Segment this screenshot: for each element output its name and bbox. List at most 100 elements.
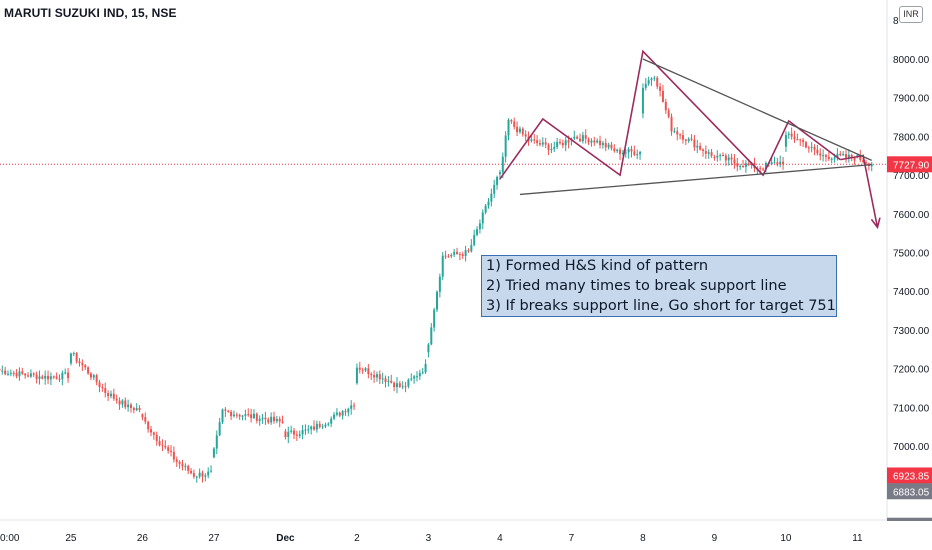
candle-body[interactable] <box>601 142 604 146</box>
candle-body[interactable] <box>701 149 704 152</box>
candle-body[interactable] <box>461 254 464 257</box>
candle-body[interactable] <box>310 426 313 430</box>
candle-body[interactable] <box>112 393 115 399</box>
candle-body[interactable] <box>272 416 275 422</box>
candle-body[interactable] <box>707 152 710 154</box>
candle-body[interactable] <box>350 405 353 409</box>
candle-body[interactable] <box>501 156 504 173</box>
candle-body[interactable] <box>764 162 767 170</box>
candle-body[interactable] <box>284 431 287 438</box>
candle-body[interactable] <box>813 146 816 150</box>
candle-body[interactable] <box>736 163 739 167</box>
candle-body[interactable] <box>195 476 198 478</box>
candle-body[interactable] <box>410 378 413 380</box>
candle-body[interactable] <box>504 135 507 157</box>
candle-body[interactable] <box>232 414 235 417</box>
candle-body[interactable] <box>170 450 173 452</box>
candle-body[interactable] <box>587 138 590 143</box>
candle-body[interactable] <box>84 365 87 368</box>
candle-body[interactable] <box>35 374 38 380</box>
candle-body[interactable] <box>115 398 118 401</box>
candle-body[interactable] <box>190 470 193 474</box>
candle-body[interactable] <box>719 154 722 156</box>
candle-body[interactable] <box>267 419 270 423</box>
candle-body[interactable] <box>427 344 430 353</box>
candle-body[interactable] <box>244 414 247 416</box>
candle-body[interactable] <box>787 133 790 135</box>
candle-body[interactable] <box>802 140 805 143</box>
candle-body[interactable] <box>287 431 290 438</box>
candle-body[interactable] <box>507 119 510 136</box>
candle-body[interactable] <box>607 144 610 148</box>
candle-body[interactable] <box>258 418 261 421</box>
candle-body[interactable] <box>275 418 278 422</box>
candle-body[interactable] <box>476 229 479 235</box>
candle-body[interactable] <box>807 147 810 149</box>
candle-body[interactable] <box>473 234 476 246</box>
candle-body[interactable] <box>338 412 341 416</box>
candle-body[interactable] <box>330 418 333 424</box>
candle-body[interactable] <box>613 148 616 152</box>
candle-body[interactable] <box>181 463 184 467</box>
candle-body[interactable] <box>839 153 842 156</box>
candle-body[interactable] <box>1 370 4 372</box>
candle-body[interactable] <box>358 367 361 370</box>
candle-body[interactable] <box>670 116 673 132</box>
candle-body[interactable] <box>327 423 330 425</box>
candle-body[interactable] <box>364 368 367 371</box>
candle-body[interactable] <box>152 432 155 435</box>
candle-body[interactable] <box>833 157 836 159</box>
candle-body[interactable] <box>710 152 713 156</box>
candle-body[interactable] <box>121 400 124 405</box>
candle-body[interactable] <box>72 353 75 355</box>
candle-body[interactable] <box>224 409 227 411</box>
candle-body[interactable] <box>561 143 564 146</box>
candle-body[interactable] <box>18 371 21 377</box>
candle-body[interactable] <box>630 149 633 152</box>
candle-body[interactable] <box>804 142 807 148</box>
candle-body[interactable] <box>238 414 241 417</box>
candle-body[interactable] <box>307 429 310 431</box>
candle-body[interactable] <box>235 414 238 416</box>
candle-body[interactable] <box>784 134 787 147</box>
candle-body[interactable] <box>178 461 181 464</box>
candle-body[interactable] <box>610 144 613 149</box>
candle-body[interactable] <box>656 77 659 87</box>
candle-body[interactable] <box>150 429 153 433</box>
candle-body[interactable] <box>696 145 699 148</box>
candle-body[interactable] <box>676 131 679 135</box>
candle-body[interactable] <box>344 411 347 413</box>
candle-body[interactable] <box>41 376 44 379</box>
candle-body[interactable] <box>252 413 255 419</box>
candle-body[interactable] <box>810 146 813 148</box>
candle-body[interactable] <box>518 128 521 133</box>
candle-body[interactable] <box>487 201 490 206</box>
candle-body[interactable] <box>52 376 55 378</box>
candle-body[interactable] <box>436 291 439 310</box>
candle-body[interactable] <box>333 414 336 419</box>
candle-body[interactable] <box>636 154 639 156</box>
candle-body[interactable] <box>301 430 304 435</box>
candle-body[interactable] <box>653 77 656 79</box>
candle-body[interactable] <box>470 245 473 252</box>
candle-body[interactable] <box>541 142 544 145</box>
candle-body[interactable] <box>796 139 799 141</box>
candle-body[interactable] <box>147 421 150 430</box>
candle-body[interactable] <box>453 251 456 255</box>
candle-body[interactable] <box>318 423 321 428</box>
candle-body[interactable] <box>847 154 850 158</box>
candle-body[interactable] <box>281 421 284 423</box>
candle-body[interactable] <box>633 151 636 155</box>
candle-body[interactable] <box>467 250 470 252</box>
candle-body[interactable] <box>270 416 273 423</box>
candle-body[interactable] <box>341 411 344 416</box>
candle-body[interactable] <box>744 163 747 168</box>
candle-body[interactable] <box>581 135 584 142</box>
candle-body[interactable] <box>790 133 793 137</box>
candle-body[interactable] <box>579 138 582 142</box>
candle-body[interactable] <box>78 361 81 363</box>
candle-body[interactable] <box>524 134 527 137</box>
candle-body[interactable] <box>164 445 167 448</box>
